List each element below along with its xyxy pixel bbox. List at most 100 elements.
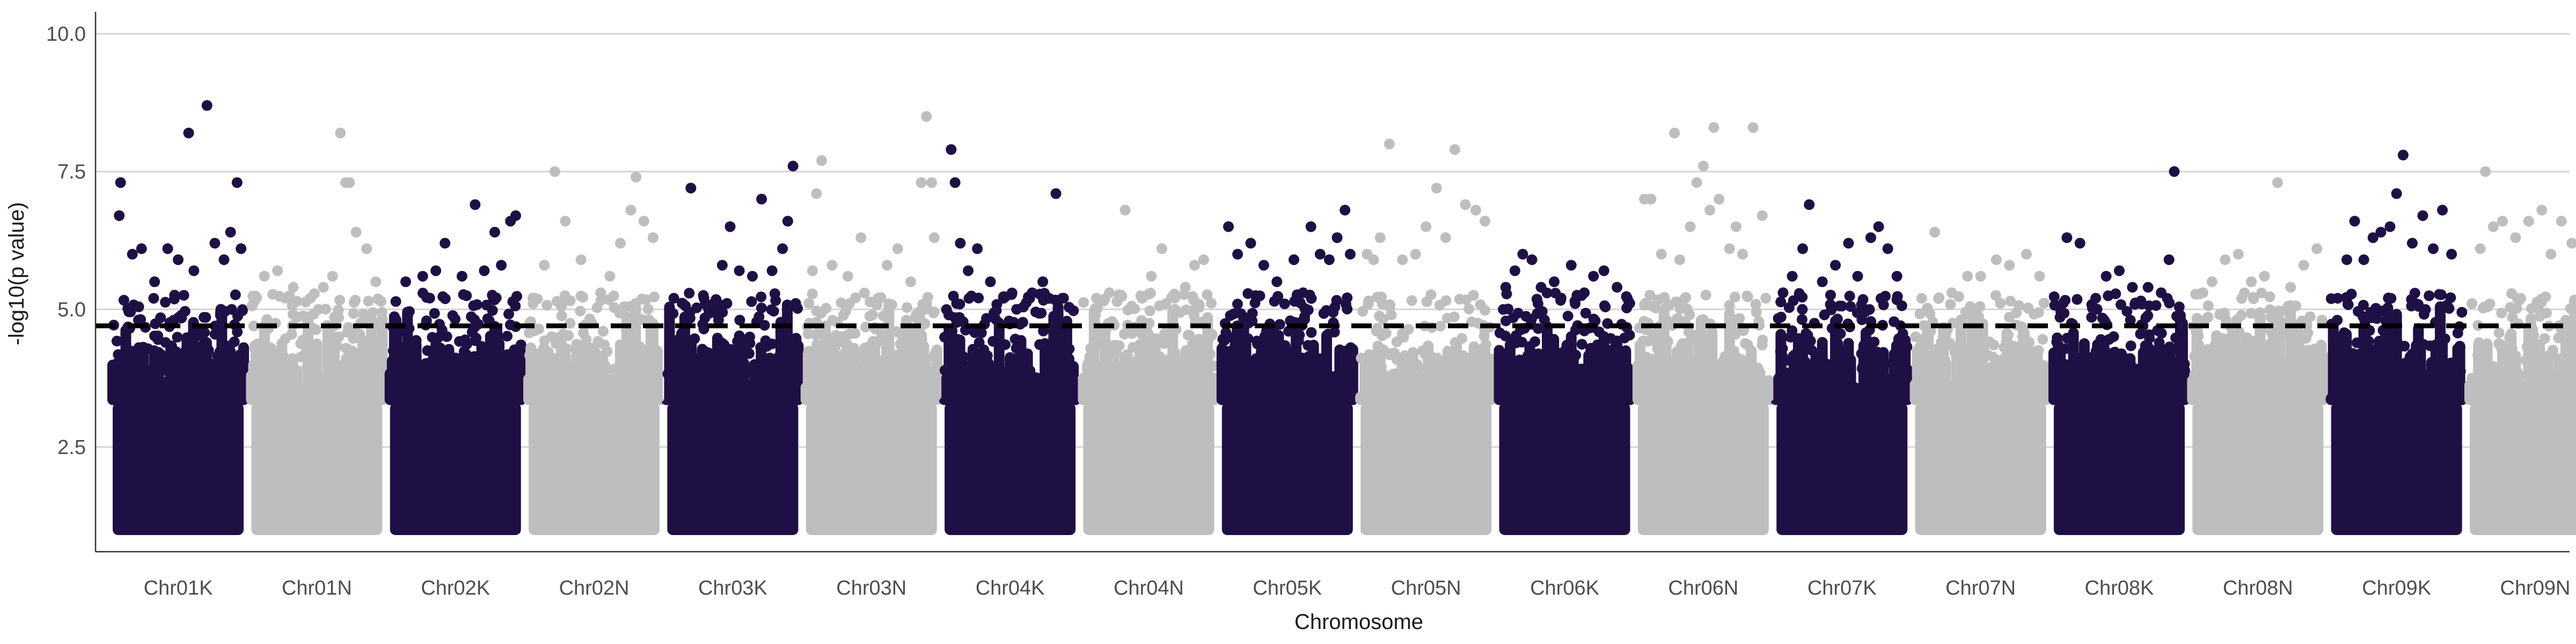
point <box>1944 338 1955 349</box>
point <box>433 332 444 343</box>
point <box>1516 365 1527 376</box>
top-point-Chr05K-0 <box>1223 221 1234 232</box>
point <box>150 318 161 330</box>
point <box>2541 308 2552 319</box>
point <box>694 365 706 376</box>
top-point-Chr07N-2 <box>1946 287 1957 298</box>
point <box>2086 312 2097 323</box>
top-point-Chr02N-0 <box>530 292 541 304</box>
point <box>1283 326 1294 337</box>
top-point-Chr09N-6 <box>2536 204 2548 216</box>
point <box>384 369 396 380</box>
top-point-Chr06N-5 <box>1685 221 1696 232</box>
point <box>949 353 960 364</box>
top-point-Chr08N-5 <box>2259 270 2270 282</box>
point <box>500 351 511 362</box>
point <box>2511 369 2522 380</box>
top-point-Chr08K-6 <box>2142 282 2154 293</box>
top-point-Chr03N-7 <box>882 260 893 271</box>
point <box>1945 299 1956 310</box>
point <box>471 299 482 310</box>
top-point-Chr01N-1 <box>272 265 283 276</box>
point <box>1247 308 1258 319</box>
top-point-Chr09K-11 <box>2427 243 2439 254</box>
point <box>266 354 277 365</box>
point <box>2150 300 2162 311</box>
point <box>721 298 733 309</box>
chromosome-block-Chr04K <box>939 287 1081 535</box>
top-point-Chr03N-13 <box>928 232 940 243</box>
point <box>1529 336 1541 347</box>
point <box>437 368 448 379</box>
top-point-Chr03K-10 <box>766 265 778 276</box>
point <box>237 304 248 315</box>
point <box>2255 312 2266 323</box>
top-point-Chr02N-10 <box>638 216 649 227</box>
point <box>2097 312 2108 324</box>
top-point-Chr01K-11 <box>218 254 230 265</box>
point <box>1825 299 1836 310</box>
point <box>647 355 658 366</box>
point <box>2266 327 2277 338</box>
point <box>676 370 687 381</box>
top-point-Chr02K-3 <box>440 238 451 249</box>
point <box>491 292 502 303</box>
point <box>2171 311 2182 322</box>
point <box>503 309 514 320</box>
point <box>2300 329 2311 340</box>
point <box>2157 365 2169 377</box>
point <box>2291 362 2302 373</box>
point <box>2435 289 2447 301</box>
top-point-Chr03N-8 <box>892 243 903 254</box>
point <box>1000 339 1011 350</box>
point <box>2060 343 2071 354</box>
point <box>2371 313 2382 324</box>
point <box>2409 288 2420 299</box>
point <box>429 308 440 319</box>
point <box>982 350 993 361</box>
point <box>1111 296 1123 307</box>
point <box>858 361 869 372</box>
point <box>1461 355 1472 367</box>
point <box>1757 339 1768 350</box>
point <box>884 303 895 314</box>
top-point-Chr06N-8 <box>1704 204 1716 216</box>
point <box>1835 328 1846 339</box>
top-point-Chr07K-10 <box>1882 243 1893 254</box>
top-point-Chr01K-3 <box>136 243 147 254</box>
point <box>363 296 374 307</box>
point <box>204 368 216 379</box>
point <box>2534 341 2545 353</box>
point <box>447 310 458 321</box>
point <box>421 292 432 303</box>
point <box>866 342 877 354</box>
point <box>700 346 711 357</box>
point <box>1357 306 1368 317</box>
point <box>1539 314 1550 325</box>
point <box>877 356 889 367</box>
point <box>1924 308 1936 319</box>
point <box>2206 361 2218 372</box>
point <box>1760 292 1772 304</box>
point <box>2256 287 2267 298</box>
top-point-Chr04K-2 <box>955 238 966 249</box>
top-point-Chr01N-2 <box>288 282 299 293</box>
point <box>1570 349 1582 361</box>
top-point-Chr04K-10 <box>1050 188 1062 199</box>
point <box>803 298 815 309</box>
top-point-Chr05N-1 <box>1368 254 1379 265</box>
top-point-Chr09K-3 <box>2358 254 2369 265</box>
point <box>1480 339 1491 350</box>
point <box>1638 362 1649 373</box>
point <box>2125 340 2136 352</box>
point <box>1914 341 1926 353</box>
point <box>1377 330 1388 341</box>
top-point-Chr05N-11 <box>1470 204 1481 216</box>
point <box>390 296 401 307</box>
point <box>300 347 311 358</box>
top-point-Chr09K-10 <box>2417 210 2428 221</box>
point <box>1190 303 1201 314</box>
point <box>2125 314 2136 326</box>
x-axis-title: Chromosome <box>1294 610 1423 634</box>
point <box>1337 369 1349 380</box>
